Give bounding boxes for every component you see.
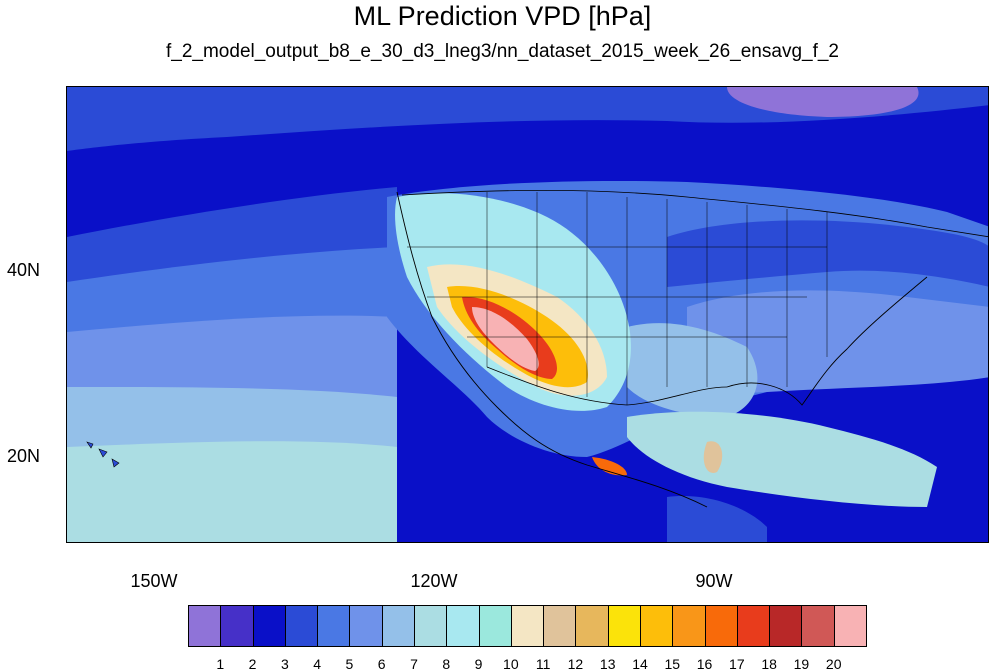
colorbar-swatch [769,605,803,647]
field-level-8-gulf [627,411,937,507]
map-title: ML Prediction VPD [hPa] [353,1,652,31]
colorbar-swatch [672,605,706,647]
colorbar-tick-label: 18 [761,656,777,672]
colorbar-swatch [220,605,254,647]
colorbar-swatch [640,605,674,647]
colorbar-swatch [736,605,771,647]
colorbar-swatch [252,605,286,647]
colorbar-tick-label: 3 [280,656,289,672]
state-borders [407,192,828,405]
colorbar-tick-label: 8 [442,656,451,672]
colorbar-tick-label: 19 [793,656,810,672]
colorbar-swatch [317,605,351,647]
colorbar-swatch [704,605,738,647]
colorbar-tick-label: 14 [632,656,648,672]
colorbar-swatch [607,605,641,647]
colorbar-tick-label: 9 [474,656,483,672]
colorbar-tick-label: 16 [696,656,713,672]
colorbar-tick-label: 2 [248,656,257,672]
colorbar-swatch [543,605,577,647]
lon-label-120w: 120W [410,571,458,591]
colorbar-swatch [349,605,383,647]
colorbar-tick-label: 10 [503,656,519,672]
field-level-17-island [592,457,627,476]
colorbar-tick-label: 11 [535,656,551,672]
field-level-8 [67,441,397,542]
colorbar-tick-label: 1 [216,656,225,672]
colorbar-swatch [381,605,415,647]
field-level-1-arctic [727,87,919,117]
coastline-west [396,191,708,508]
lon-label-150w: 150W [130,571,178,591]
colorbar-tick-label: 7 [410,656,418,672]
colorbar-swatch [478,605,512,647]
colorbar-tick-label: 12 [567,656,584,672]
field-level-20 [472,307,539,371]
colorbar-tick-label: 15 [664,656,681,672]
lat-label-40n: 40N [6,260,40,280]
colorbar-swatch [575,605,609,647]
lat-label-20n: 20N [6,446,40,466]
colorbar-tick-label: 13 [599,656,616,672]
colorbar-swatch [446,605,480,647]
hawaii-islands [86,441,120,468]
border-canada-us [401,189,988,238]
field-level-12-yucatan [703,441,723,473]
colorbar-tick-label: 6 [377,656,386,672]
colorbar-tick-label: 4 [313,656,322,672]
colorbar-swatch [414,605,448,647]
coastline-east [726,276,928,406]
map-subtitle: f_2_model_output_b8_e_30_d3_lneg3/nn_dat… [166,41,839,62]
field-level-6-east [687,290,988,393]
colorbar-swatch [801,605,835,647]
lon-label-90w: 90W [695,571,733,591]
colorbar-tick-label: 5 [345,656,354,672]
colorbar-swatch [188,605,222,647]
field-level-4-southeast [667,496,767,542]
colorbar-swatch [510,605,545,647]
colorbar [188,605,867,647]
colorbar-tick-label: 17 [729,656,745,672]
colorbar-swatch [833,605,867,647]
colorbar-tick-label: 20 [825,656,842,672]
colorbar-swatch [284,605,319,647]
field-level-7-south [627,323,758,417]
map-canvas [67,87,988,542]
vpd-map [66,86,989,543]
